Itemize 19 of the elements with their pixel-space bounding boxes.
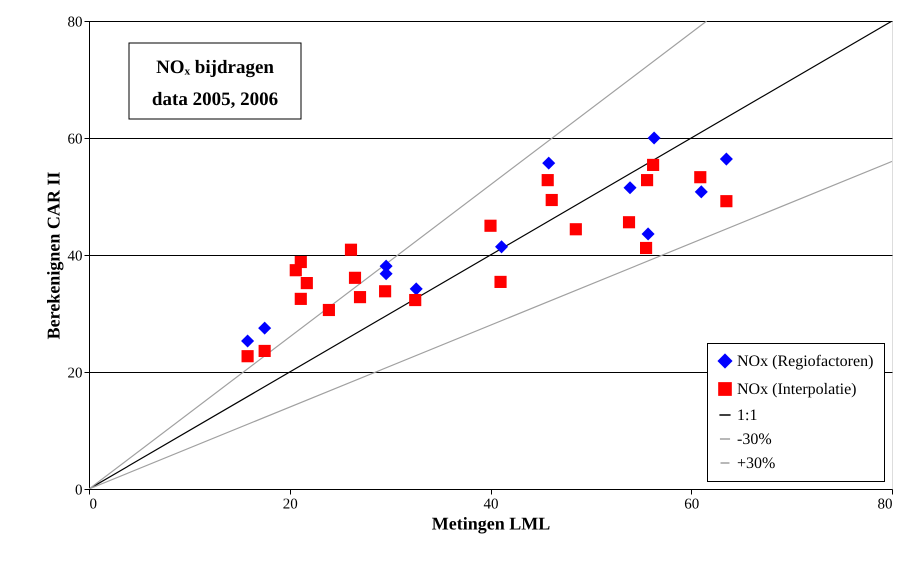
legend-label: NOx (Regiofactoren): [737, 353, 874, 370]
legend-label: -30%: [737, 431, 772, 448]
x-axis-title: Metingen LML: [432, 514, 550, 534]
y-tick-label: 20: [68, 366, 82, 382]
x-tick-label: 60: [684, 496, 700, 512]
legend-label: +30%: [737, 455, 776, 472]
y-tick-label: 80: [68, 14, 82, 30]
annotation: data 2005, 2006: [152, 89, 278, 110]
legend-label: NOx (Interpolatie): [737, 381, 857, 398]
x-tick-label: 40: [484, 496, 498, 512]
y-axis-title: Berekenignen CAR II: [44, 172, 64, 340]
x-tick-label: 0: [90, 496, 97, 512]
x-tick-label: 80: [878, 496, 892, 512]
legend-label: 1:1: [737, 407, 758, 424]
x-tick-label: 20: [282, 496, 298, 512]
y-tick-label: 60: [68, 132, 82, 148]
y-tick-label: 0: [75, 482, 82, 498]
annotation: NOₓ bijdragen: [156, 57, 274, 78]
y-tick-label: 40: [68, 248, 82, 264]
